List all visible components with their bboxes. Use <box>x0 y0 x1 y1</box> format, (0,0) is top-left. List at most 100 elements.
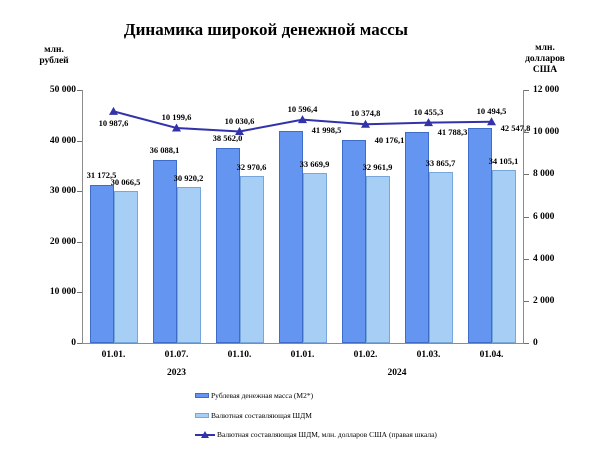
triangle-marker-icon <box>172 123 181 132</box>
data-label-fx: 32 970,6 <box>236 162 267 173</box>
right-axis-unit-line1: млн. <box>535 43 555 53</box>
bar-ruble-money <box>341 139 366 343</box>
plot-area <box>82 90 523 343</box>
left-axis-unit-line1: млн. <box>44 45 64 55</box>
left-axis-tick-label: 10 000 <box>49 287 76 298</box>
data-label-fx: 33 669,9 <box>299 158 330 169</box>
data-label-fx: 32 961,9 <box>362 162 393 173</box>
legend-item-fx-usd-line: Валютная составляющая ШДМ, млн. долларов… <box>195 430 437 439</box>
x-axis-category-label: 01.07. <box>164 350 189 360</box>
right-axis-tick-label: 10 000 <box>533 127 560 138</box>
x-axis-category-label: 01.01. <box>101 350 126 360</box>
left-y-axis-line <box>82 90 83 343</box>
bar-fx-component <box>239 176 264 343</box>
data-label-fx: 30 066,5 <box>110 176 141 187</box>
right-y-axis-line <box>523 90 524 343</box>
left-axis-tick-label: 50 000 <box>49 85 76 95</box>
bar-ruble-money <box>152 160 177 343</box>
legend-item-fx-component: Валютная составляющая ШДМ <box>195 411 312 420</box>
left-axis-unit-line2: рублей <box>39 56 69 66</box>
triangle-marker-icon <box>298 115 307 124</box>
right-axis-tick-label: 0 <box>533 338 538 348</box>
legend-label: Рублевая денежная масса (М2*) <box>211 391 314 400</box>
right-axis-tick <box>524 174 529 176</box>
data-label-usd-line: 10 455,3 <box>413 106 444 117</box>
right-axis-unit-line2: долларов <box>525 54 565 64</box>
data-label-ruble: 31 172,5 <box>86 170 117 181</box>
legend-triangle-marker-icon <box>201 430 209 438</box>
right-axis-tick <box>524 216 529 218</box>
right-axis-tick-label: 2 000 <box>533 295 555 306</box>
right-axis-tick-label: 6 000 <box>533 211 555 222</box>
right-axis-tick-label: 8 000 <box>533 169 555 180</box>
triangle-marker-icon <box>109 106 118 115</box>
data-label-ruble: 40 176,1 <box>374 134 405 145</box>
bar-fx-component <box>113 190 138 343</box>
bar-fx-component <box>302 172 327 343</box>
left-axis-tick <box>77 140 82 142</box>
bar-ruble-money <box>404 131 429 343</box>
data-label-ruble: 41 998,5 <box>311 125 342 136</box>
bar-ruble-money <box>467 127 492 343</box>
data-label-ruble: 42 547,8 <box>500 122 531 133</box>
legend-label: Валютная составляющая ШДМ <box>211 411 312 420</box>
left-axis-tick-label: 0 <box>71 338 76 348</box>
legend-label: Валютная составляющая ШДМ, млн. долларов… <box>217 430 437 439</box>
bar-fx-component <box>176 186 201 343</box>
left-axis-tick <box>77 90 82 91</box>
left-axis-tick <box>77 241 82 243</box>
triangle-marker-icon <box>235 127 244 136</box>
right-axis-tick <box>524 258 529 260</box>
legend-swatch-line-marker <box>195 430 215 439</box>
x-axis-category-label: 01.04. <box>479 350 504 360</box>
left-axis-tick-label: 40 000 <box>49 135 76 146</box>
triangle-marker-icon <box>424 118 433 127</box>
x-axis-category-label: 01.01. <box>290 350 315 360</box>
data-label-ruble: 41 788,3 <box>437 126 468 137</box>
bar-ruble-money <box>215 147 240 343</box>
left-axis-tick-label: 20 000 <box>49 236 76 247</box>
left-axis-tick <box>77 292 82 294</box>
data-label-usd-line: 10 374,8 <box>350 108 381 119</box>
right-axis-tick-label: 12 000 <box>533 85 560 95</box>
data-label-ruble: 38 562,0 <box>212 132 243 143</box>
chart-title: Динамика широкой денежной массы <box>123 20 409 39</box>
legend-swatch-dark-bar <box>195 393 209 398</box>
data-label-fx: 34 105,1 <box>488 156 519 167</box>
x-axis-line <box>82 343 524 344</box>
bar-ruble-money <box>278 130 303 343</box>
triangle-marker-icon <box>487 117 496 126</box>
left-axis-tick-label: 30 000 <box>49 186 76 197</box>
x-axis-year-label: 2023 <box>167 368 186 378</box>
right-axis-tick <box>524 300 529 302</box>
legend-item-ruble-money: Рублевая денежная масса (М2*) <box>195 391 313 400</box>
bar-fx-component <box>491 170 516 343</box>
data-label-usd-line: 10 199,6 <box>161 111 192 122</box>
bar-ruble-money <box>89 185 114 343</box>
left-axis-tick <box>77 191 82 193</box>
data-label-usd-line: 10 494,5 <box>476 105 507 116</box>
data-label-usd-line: 10 987,6 <box>98 118 129 129</box>
bar-fx-component <box>365 176 390 343</box>
data-label-fx: 30 920,2 <box>173 172 204 183</box>
x-axis-category-label: 01.03. <box>416 350 441 360</box>
right-axis-tick-label: 4 000 <box>533 253 555 264</box>
data-label-usd-line: 10 030,6 <box>224 115 255 126</box>
x-axis-category-label: 01.02. <box>353 350 378 360</box>
right-axis-unit-line3: США <box>532 65 558 75</box>
x-axis-category-label: 01.10. <box>227 350 252 360</box>
right-axis-tick <box>524 132 529 134</box>
right-axis-tick <box>524 343 529 344</box>
x-axis-year-label: 2024 <box>387 368 407 378</box>
data-label-usd-line: 10 596,4 <box>287 103 318 114</box>
triangle-marker-icon <box>361 119 370 128</box>
line-series-layer <box>109 106 496 136</box>
data-label-ruble: 36 088,1 <box>149 145 180 156</box>
left-axis-tick <box>77 343 82 344</box>
right-axis-tick <box>524 90 529 91</box>
right-axis-unit-label: млн. долларов США <box>516 43 574 76</box>
legend-swatch-light-bar <box>195 413 209 418</box>
bar-fx-component <box>428 171 453 343</box>
left-axis-unit-label: млн. рублей <box>28 45 80 67</box>
